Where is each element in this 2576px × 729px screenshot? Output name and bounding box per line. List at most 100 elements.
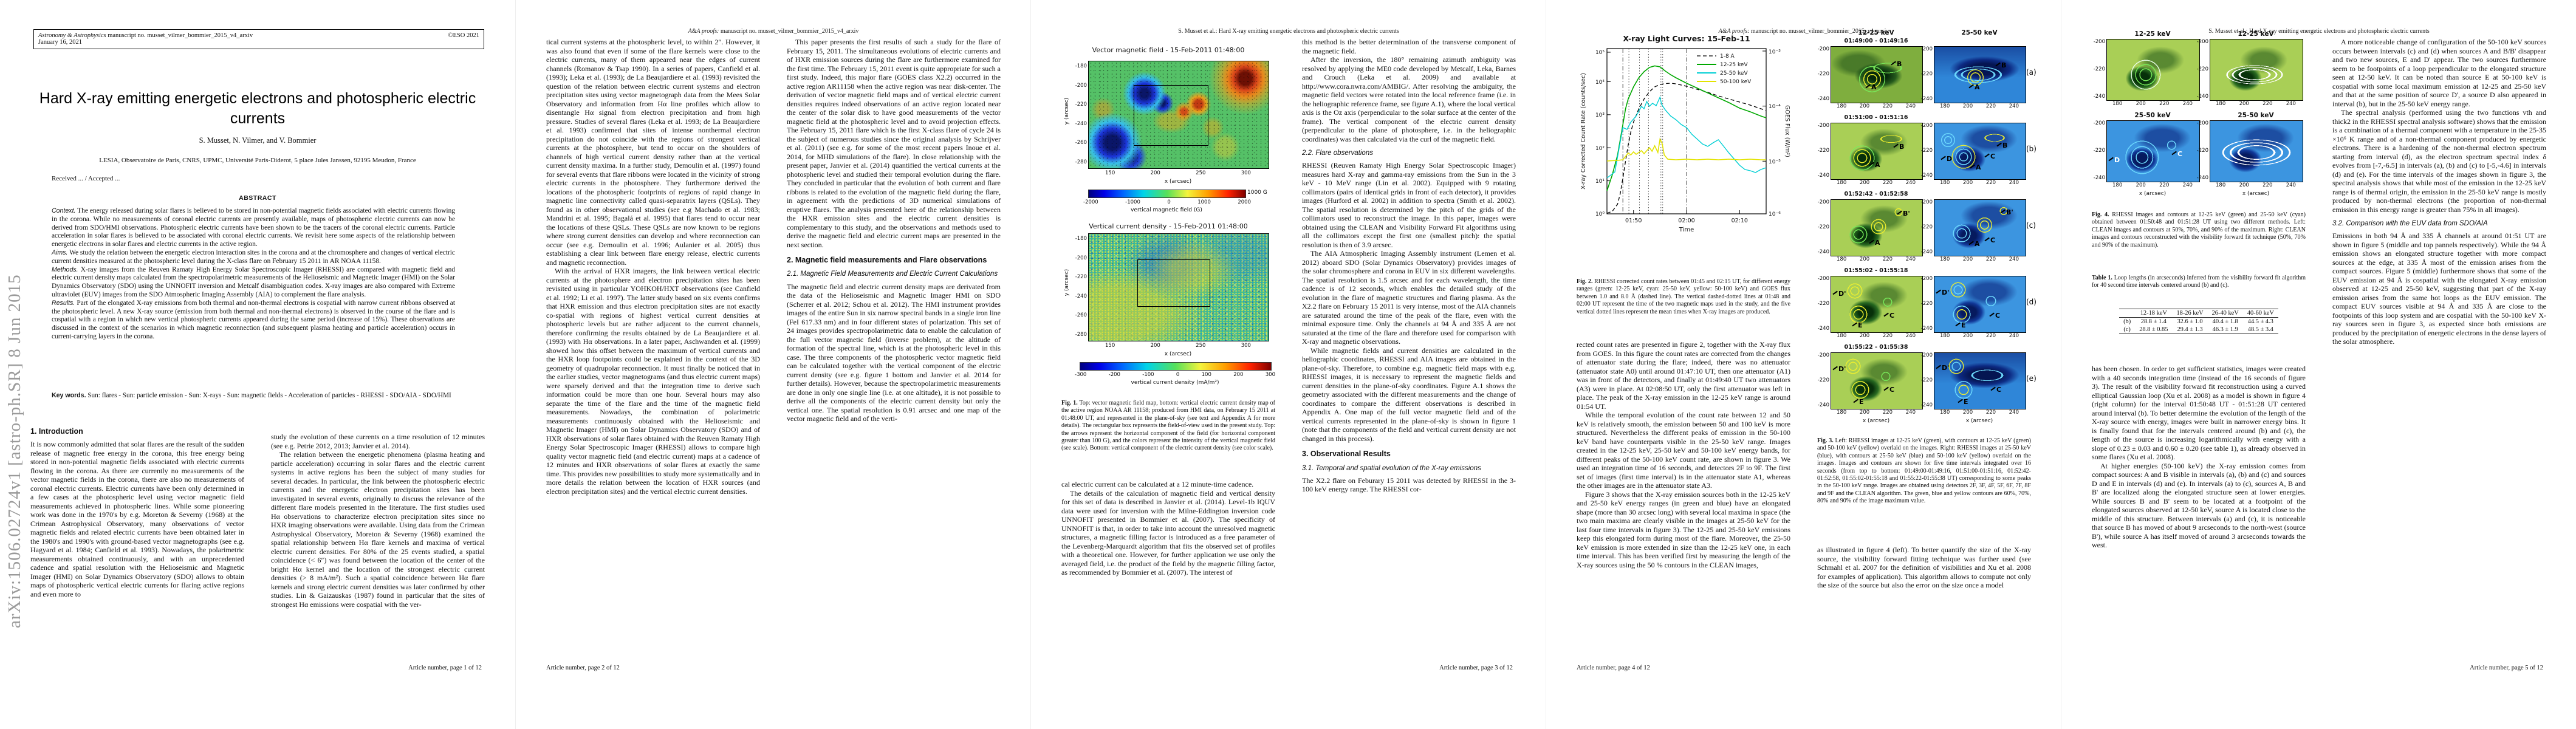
paragraph: tical current systems at the photospheri… — [546, 38, 760, 267]
contours — [2107, 121, 2199, 182]
paragraph: The details of the calculation of magnet… — [1061, 488, 1275, 577]
fig4-xlabel: x (arcsec) — [2139, 191, 2167, 197]
figure-1: Vector magnetic field - 15-Feb-2011 01:4… — [1061, 36, 1275, 401]
ytick-right: 10⁻⁴ — [1769, 104, 1781, 110]
tick-label: -200 — [2093, 39, 2105, 45]
table1-caption-text: Loop lengths (in arcseconds) inferred fr… — [2092, 275, 2306, 289]
field-arrow-speckles — [1089, 61, 1269, 168]
tick-label: 180 — [1940, 180, 1950, 186]
tick-label: -200 — [1817, 199, 1829, 205]
tick-label: 200 — [1962, 256, 1973, 262]
table1-caption: Table 1. Loop lengths (in arcseconds) in… — [2092, 275, 2306, 290]
fig1-bottom-xlabel: x (arcsec) — [1164, 351, 1192, 357]
tick-label: 180 — [1940, 256, 1950, 262]
source-label: E — [1858, 321, 1863, 329]
fig3-map-12-25-a: B A — [1831, 46, 1923, 103]
tick-label: 220 — [1882, 409, 1893, 416]
paragraph: The spectral analysis (performed using t… — [2332, 108, 2546, 214]
fig3-col-title-right: 25-50 keV — [1961, 29, 1998, 36]
tick-label: -220 — [2196, 148, 2208, 154]
fig3-map-12-25-b: B A — [1831, 123, 1923, 180]
tick-label: 150 — [1105, 170, 1115, 176]
contours — [1831, 353, 1922, 409]
fig1-vector-magnetic-field-map — [1088, 61, 1269, 169]
tick-label: 200 — [2136, 101, 2146, 107]
table1-header: 26-40 keV — [2211, 310, 2239, 317]
tick-label: -240 — [1920, 96, 1933, 102]
fig2-caption-label: Fig. 2. — [1577, 278, 1593, 285]
tick-label: -240 — [2093, 94, 2105, 100]
tick-label: -240 — [1817, 249, 1829, 255]
fig1-cbar2-ticks: -300 -200 -100 0 100 200 300 — [1075, 372, 1275, 378]
tick-label: 250 — [1196, 343, 1206, 349]
figure-3: 12-25 keV 25-50 keV 01:49:00 - 01:49:16 … — [1817, 29, 2036, 661]
fig1-cbar1 — [1088, 190, 1246, 198]
tick-label: 200 — [2239, 182, 2249, 188]
tick-label: -240 — [1920, 326, 1933, 332]
fig3-xlabel: x (arcsec) — [1862, 418, 1890, 424]
fig1-cbar1-ticks: -2000 -1000 0 1000 2000 — [1083, 199, 1251, 205]
page1-column-2: study the evolution of these currents on… — [271, 433, 485, 609]
source-label: E — [1961, 321, 1966, 329]
tick-label: 240 — [1905, 409, 1916, 416]
fig3-time: 01:55:02 - 01:55:18 — [1844, 267, 1908, 274]
abstract-context-label: Context. — [52, 207, 76, 214]
tick-label: 220 — [1985, 103, 1996, 109]
tick-label: -200 — [2196, 39, 2208, 45]
tick-label: -200 — [2196, 120, 2208, 126]
fig3-yticks: -200 -220 -240 — [1920, 352, 1933, 408]
fig4-title-4: 25-50 keV — [2238, 112, 2274, 119]
paragraph: While magnetic fields and current densit… — [1302, 346, 1516, 443]
running-head: S. Musset et al.: Hard X-ray emitting en… — [2208, 28, 2430, 35]
tick-label: -220 — [1920, 377, 1933, 383]
tick-label: 180 — [1837, 256, 1847, 262]
paragraph: After the inversion, the 180° remaining … — [1302, 55, 1516, 143]
ytick-right: 10⁻⁵ — [1769, 159, 1781, 165]
tick-label: 220 — [2159, 101, 2170, 107]
paragraph: It is now commonly admitted that solar f… — [30, 440, 244, 598]
fig3-xticks: 180 200 220 240 — [1934, 256, 2025, 262]
fig2-caption: Fig. 2. RHESSI corrected count rates bet… — [1577, 278, 1790, 316]
running-head-ms: manuscript no. musset_vilmer_bommier_201… — [1749, 28, 1889, 35]
running-head: A&A proofs: manuscript no. musset_vilmer… — [516, 28, 1031, 35]
tick-label: -240 — [2196, 94, 2208, 100]
page-footer: Article number, page 5 of 12 — [2470, 665, 2543, 671]
fig3-yticks: -200 -220 -240 — [1817, 123, 1829, 179]
source-label: C — [2177, 150, 2183, 158]
fig3-xlabel: x (arcsec) — [1965, 418, 1993, 424]
fig1-caption: Fig. 1. Top: vector magnetic field map, … — [1061, 400, 1275, 453]
abstract-aims: Aims. We study the relation between the … — [52, 249, 455, 266]
tick-label: 220 — [1882, 103, 1893, 109]
tick-label: 180 — [2216, 182, 2226, 188]
tick-label: 220 — [1985, 256, 1996, 262]
paragraph: The relation between the energetic pheno… — [271, 450, 485, 609]
tick-label: -1000 — [1125, 199, 1140, 205]
tick-label: 240 — [2009, 180, 2019, 186]
tick-label: 240 — [1905, 180, 1916, 186]
tick-label: 240 — [1905, 256, 1916, 262]
tick-label: -220 — [1920, 301, 1933, 307]
contours — [1831, 47, 1922, 103]
source-label: B — [2001, 61, 2007, 69]
fig3-xticks: 180 200 220 240 — [1831, 409, 1922, 416]
fig3-xticks: 180 200 220 240 — [1934, 103, 2025, 109]
tick-label: 240 — [2009, 333, 2019, 339]
arxiv-identifier-sidebar: arXiv:1506.02724v1 [astro-ph.SR] 8 Jun 2… — [5, 274, 24, 629]
tick-label: 0 — [1176, 372, 1180, 378]
fig4-title-3: 25-50 keV — [2134, 112, 2171, 119]
keywords-label: Key words. — [52, 392, 86, 399]
tick-label: 0 — [1167, 199, 1171, 205]
tick-label: -2000 — [1083, 199, 1098, 205]
source-label: A — [1875, 239, 1880, 247]
manuscript-no: Astronomy & Astrophysics manuscript no. … — [38, 32, 253, 39]
fig4-xlabel: x (arcsec) — [2242, 191, 2270, 197]
fig4-caption-text: RHESSI images and contours at 12-25 keV … — [2092, 211, 2306, 248]
tick-label: -220 — [1817, 71, 1829, 77]
fig3-yticks: -200 -220 -240 — [1920, 199, 1933, 255]
fig4-yticks: -200 -220 -240 — [2196, 120, 2208, 181]
ytick: 10⁴ — [1595, 80, 1605, 86]
tick-label: -200 — [1920, 276, 1933, 282]
abstract-methods-text: X-ray images from the Reuven Ramaty High… — [52, 265, 455, 298]
fig2-xlabel: Time — [1679, 227, 1694, 233]
tick-label: 220 — [1985, 180, 1996, 186]
